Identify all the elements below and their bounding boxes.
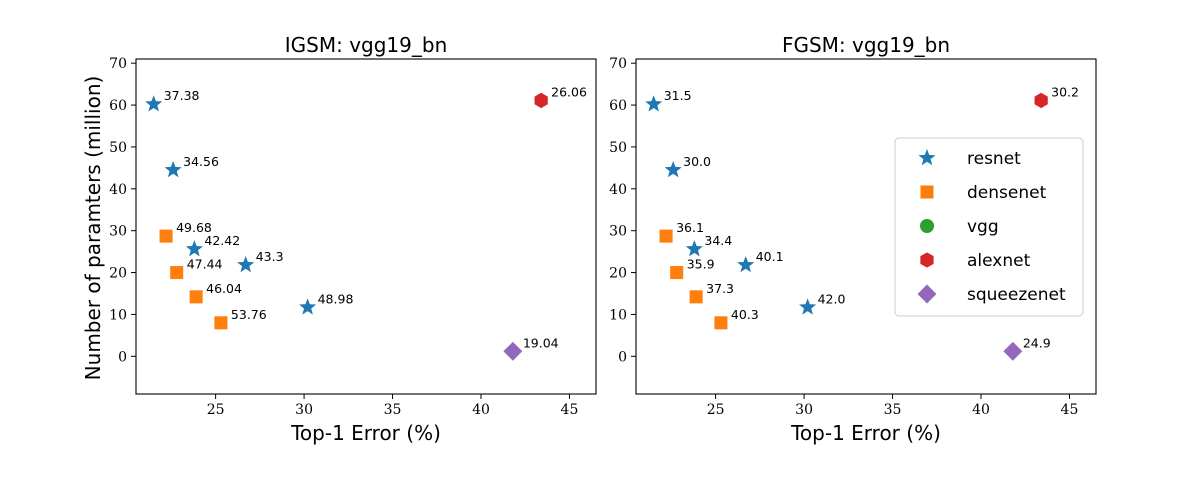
squeezenet-data-label: 19.04	[523, 335, 559, 350]
resnet-point	[737, 256, 755, 273]
x-tick-label: 25	[207, 402, 225, 418]
legend-densenet-label: densenet	[967, 183, 1047, 203]
plot-frame	[135, 58, 597, 395]
densenet-data-label: 40.3	[731, 307, 759, 322]
y-tick-label: 50	[109, 140, 127, 156]
alexnet-data-label: 30.2	[1051, 84, 1079, 99]
resnet-data-label: 48.98	[318, 291, 354, 306]
squeezenet-point	[503, 341, 523, 361]
resnet-data-label: 40.1	[756, 249, 784, 264]
resnet-data-label: 42.0	[818, 291, 846, 306]
y-tick-label: 10	[609, 307, 627, 323]
y-tick-label: 0	[618, 349, 627, 365]
legend-squeezenet-swatch	[917, 284, 937, 304]
x-axis-label: Top-1 Error (%)	[790, 421, 941, 445]
densenet-point	[214, 316, 228, 330]
legend-squeezenet-label: squeezenet	[967, 285, 1066, 305]
chart-fgsm-vgg19-bn: FGSM: vgg19_bn Top-1 Error (%) 25 30 35 40 4…	[609, 33, 1097, 445]
legend-vgg-label: vgg	[967, 217, 999, 237]
alexnet-point	[1034, 92, 1048, 109]
densenet-point	[714, 316, 728, 330]
chart-title: IGSM: vgg19_bn	[285, 33, 448, 57]
legend-densenet-swatch	[920, 185, 934, 199]
y-tick-label: 40	[109, 182, 127, 198]
densenet-data-label: 35.9	[687, 257, 715, 272]
alexnet-point	[534, 92, 548, 109]
y-tick-label: 60	[109, 98, 127, 114]
densenet-point	[670, 266, 684, 280]
x-tick-label: 25	[707, 402, 725, 418]
y-axis-label: Number of paramters (million)	[81, 76, 105, 381]
y-tick-label: 60	[609, 98, 627, 114]
legend-vgg-swatch	[919, 218, 935, 234]
resnet-data-label: 34.4	[704, 233, 732, 248]
densenet-point	[689, 290, 703, 304]
y-tick-label: 70	[609, 56, 627, 72]
y-tick-label: 20	[109, 266, 127, 282]
x-tick-label: 35	[384, 402, 402, 418]
densenet-data-label: 46.04	[206, 281, 242, 296]
densenet-data-label: 47.44	[187, 257, 223, 272]
densenet-data-label: 36.1	[676, 220, 704, 235]
densenet-data-label: 49.68	[176, 220, 212, 235]
x-tick-label: 40	[472, 402, 490, 418]
resnet-point	[645, 95, 663, 112]
y-tick-label: 70	[109, 56, 127, 72]
densenet-point	[159, 229, 173, 243]
densenet-data-label: 53.76	[231, 307, 267, 322]
y-tick-label: 0	[118, 349, 127, 365]
legend-alexnet-label: alexnet	[967, 251, 1031, 271]
densenet-point	[170, 266, 184, 280]
squeezenet-data-label: 24.9	[1023, 335, 1051, 350]
x-tick-label: 30	[795, 402, 813, 418]
y-tick-label: 20	[609, 266, 627, 282]
resnet-point	[664, 160, 682, 178]
densenet-point	[189, 290, 203, 304]
y-tick-label: 50	[609, 140, 627, 156]
densenet-point	[659, 229, 673, 243]
x-tick-label: 30	[295, 402, 313, 418]
resnet-data-label: 34.56	[183, 154, 219, 169]
resnet-point	[145, 95, 163, 112]
y-tick-label: 30	[109, 224, 127, 240]
x-axis-label: Top-1 Error (%)	[290, 421, 441, 445]
plot-frame	[635, 58, 1097, 395]
x-tick-label: 45	[561, 402, 579, 418]
x-tick-label: 35	[884, 402, 902, 418]
legend-resnet-label: resnet	[967, 149, 1021, 169]
resnet-data-label: 37.38	[164, 88, 200, 103]
y-tick-label: 30	[609, 224, 627, 240]
y-tick-label: 10	[109, 307, 127, 323]
legend-resnet-swatch	[918, 149, 936, 166]
resnet-data-label: 30.0	[683, 154, 711, 169]
legend-alexnet-swatch	[920, 252, 934, 268]
y-tick-label: 40	[609, 182, 627, 198]
alexnet-data-label: 26.06	[551, 84, 587, 99]
resnet-data-label: 31.5	[664, 88, 692, 103]
squeezenet-point	[1003, 341, 1023, 361]
resnet-data-label: 42.42	[204, 233, 240, 248]
resnet-point	[299, 298, 317, 315]
resnet-point	[164, 160, 182, 178]
x-tick-label: 40	[972, 402, 990, 418]
chart-title: FGSM: vgg19_bn	[782, 33, 950, 57]
densenet-data-label: 37.3	[706, 281, 734, 296]
resnet-data-label: 43.3	[256, 249, 284, 264]
resnet-point	[685, 240, 703, 257]
legend: resnet densenet vgg alexnet squeezenet	[894, 137, 1084, 317]
resnet-point	[799, 298, 817, 315]
resnet-point	[237, 256, 255, 273]
resnet-point	[185, 240, 203, 257]
chart-igsm-vgg19-bn: IGSM: vgg19_bn Top-1 Error (%) Number of…	[81, 33, 597, 445]
x-tick-label: 45	[1061, 402, 1079, 418]
legend-frame	[894, 137, 1084, 317]
